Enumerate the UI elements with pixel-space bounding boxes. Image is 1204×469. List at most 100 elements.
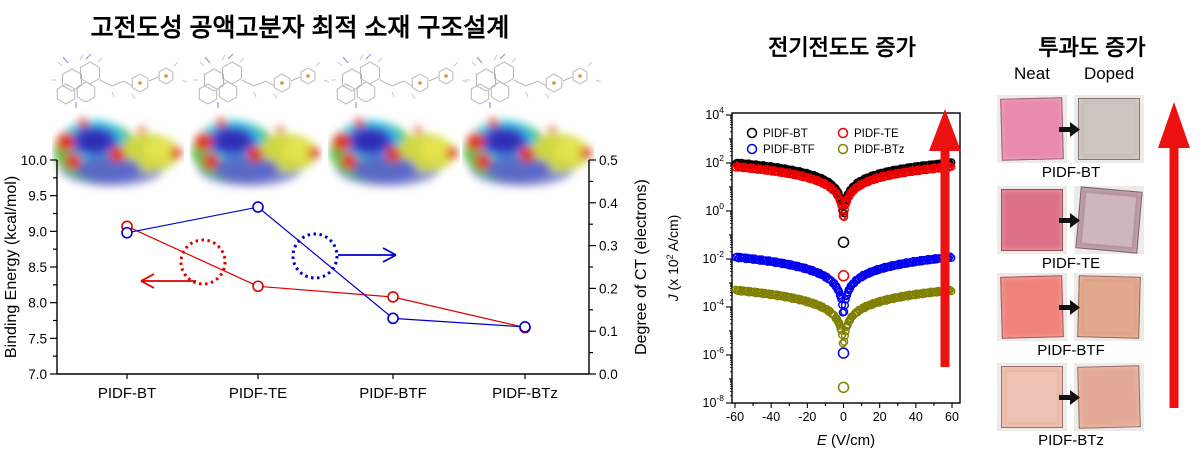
esp-surface-pidf-te <box>190 106 322 196</box>
category-label: PIDF-BTF <box>359 385 427 402</box>
x-axis-title: E (V/cm) <box>817 432 875 449</box>
svg-text:100: 100 <box>705 201 724 218</box>
zero-field-point <box>837 381 850 394</box>
svg-text:-40: -40 <box>762 410 780 424</box>
svg-text:-60: -60 <box>726 410 744 424</box>
legend-label: PIDF-TE <box>854 128 899 140</box>
category-label: PIDF-BT <box>98 385 156 402</box>
doped-film <box>1077 365 1141 429</box>
series-pidf-btz <box>731 285 956 394</box>
axes <box>56 160 590 375</box>
binding-energy-ct-chart: 7.0 7.5 8.0 8.5 9.0 9.5 10.0 0.0 0.1 0.2 0.3 0.4 0.5… <box>3 153 650 402</box>
esp-surface-svg <box>54 118 182 186</box>
svg-text:10-8: 10-8 <box>703 393 725 410</box>
svg-text:20: 20 <box>873 410 887 424</box>
right-axis-title: Degree of CT (electrons) <box>633 179 650 355</box>
doped-film <box>1078 98 1140 160</box>
svg-text:104: 104 <box>705 105 724 122</box>
svg-text:7.5: 7.5 <box>28 331 47 346</box>
svg-text:9.0: 9.0 <box>28 224 47 239</box>
film-photo-doped <box>1074 273 1144 341</box>
legend-label: PIDF-BTz <box>854 144 905 156</box>
y-axis-title: J (x 102 A/cm) <box>665 215 681 303</box>
molecule-wireframe-svg <box>465 53 602 108</box>
series-degree-of-ct <box>121 201 531 333</box>
svg-text:0.2: 0.2 <box>599 281 618 296</box>
svg-text:0: 0 <box>840 410 847 424</box>
right-arrow-icon <box>1059 390 1080 405</box>
legend-label: PIDF-BT <box>763 128 808 140</box>
film-row-label: PIDF-BTz <box>1038 432 1104 449</box>
esp-surface-pidf-bt <box>52 106 184 196</box>
film-photo-doped <box>1074 95 1144 163</box>
zero-field-point <box>837 347 850 359</box>
category-label: PIDF-TE <box>229 385 287 402</box>
zero-field-point <box>837 270 850 282</box>
left-panel-title: 고전도성 공액고분자 최적 소재 구조설계 <box>90 14 510 42</box>
svg-text:-20: -20 <box>798 410 816 424</box>
esp-surface-svg <box>330 118 458 186</box>
svg-text:102: 102 <box>705 153 724 170</box>
legend: PIDF-BT PIDF-TE PIDF-BTF PIDF-BTz <box>746 127 905 156</box>
right-arrow-icon <box>1059 122 1080 137</box>
tick-labels: 7.0 7.5 8.0 8.5 9.0 9.5 10.0 0.0 0.1 0.2 0.3 0.4 0.5 <box>21 153 619 382</box>
ticks <box>50 159 596 379</box>
left-axis-title: Binding Energy (kcal/mol) <box>3 176 20 358</box>
film-photo-doped <box>1074 363 1144 431</box>
esp-surface-svg <box>464 118 592 186</box>
esp-surface-svg <box>192 118 320 186</box>
svg-text:8.0: 8.0 <box>28 296 47 311</box>
svg-text:10-4: 10-4 <box>703 297 725 314</box>
svg-text:10.0: 10.0 <box>21 153 47 168</box>
conductivity-panel-title: 전기전도도 증가 <box>768 35 916 60</box>
right-arrow-icon <box>1059 300 1080 315</box>
molecule-wireframe-svg <box>331 53 468 108</box>
esp-surface-pidf-btf <box>328 106 460 196</box>
film-photo-neat <box>997 186 1067 254</box>
neat-film <box>1000 97 1064 161</box>
molecule-wireframe-svg <box>51 53 188 108</box>
molecule-wireframe-svg <box>193 53 330 108</box>
film-photo-neat <box>997 273 1067 341</box>
svg-text:0.4: 0.4 <box>599 196 618 211</box>
doped-column-header: Doped <box>1083 64 1135 83</box>
molecule-wireframe-pidf-te <box>184 50 330 110</box>
film-row-label: PIDF-TE <box>1041 255 1101 272</box>
film-row-label: PIDF-BT <box>1041 164 1101 181</box>
film-photo-doped <box>1074 186 1144 254</box>
molecule-wireframe-pidf-btf <box>322 50 468 110</box>
svg-text:0.1: 0.1 <box>599 324 618 339</box>
svg-text:0.5: 0.5 <box>599 153 618 168</box>
ticks <box>726 114 953 408</box>
svg-text:10-2: 10-2 <box>703 249 725 266</box>
esp-surface-pidf-btz <box>462 106 594 196</box>
svg-text:60: 60 <box>945 410 959 424</box>
legend-label: PIDF-BTF <box>763 144 815 156</box>
doped-film <box>1077 275 1141 339</box>
neat-film <box>1001 366 1063 428</box>
svg-text:10-6: 10-6 <box>703 345 725 362</box>
molecule-wireframe-pidf-btz <box>456 50 602 110</box>
zero-field-point <box>837 236 850 248</box>
tick-labels: -60 -40 -20 0 20 40 60 10-8 10-6 10-4 10-2 100 102 10… <box>703 105 959 424</box>
svg-text:40: 40 <box>909 410 923 424</box>
axis-annotations <box>140 232 397 289</box>
svg-text:8.5: 8.5 <box>28 260 47 275</box>
film-photo-neat <box>997 363 1067 431</box>
transmittance-panel-title: 투과도 증가 <box>1038 35 1146 60</box>
increase-arrow-icon <box>1158 102 1190 408</box>
neat-film <box>1001 189 1063 251</box>
category-label: PIDF-BTz <box>492 385 558 402</box>
molecule-wireframe-pidf-bt <box>42 50 188 110</box>
svg-text:9.5: 9.5 <box>28 189 47 204</box>
svg-text:7.0: 7.0 <box>28 367 47 382</box>
svg-text:0.0: 0.0 <box>599 367 618 382</box>
right-arrow-icon <box>1059 213 1080 228</box>
film-photo-neat <box>997 95 1067 163</box>
neat-film <box>1000 275 1064 339</box>
neat-column-header: Neat <box>1014 64 1050 83</box>
svg-text:0.3: 0.3 <box>599 239 618 254</box>
film-row-label: PIDF-BTF <box>1037 342 1105 359</box>
increase-arrow-icon <box>929 109 961 367</box>
